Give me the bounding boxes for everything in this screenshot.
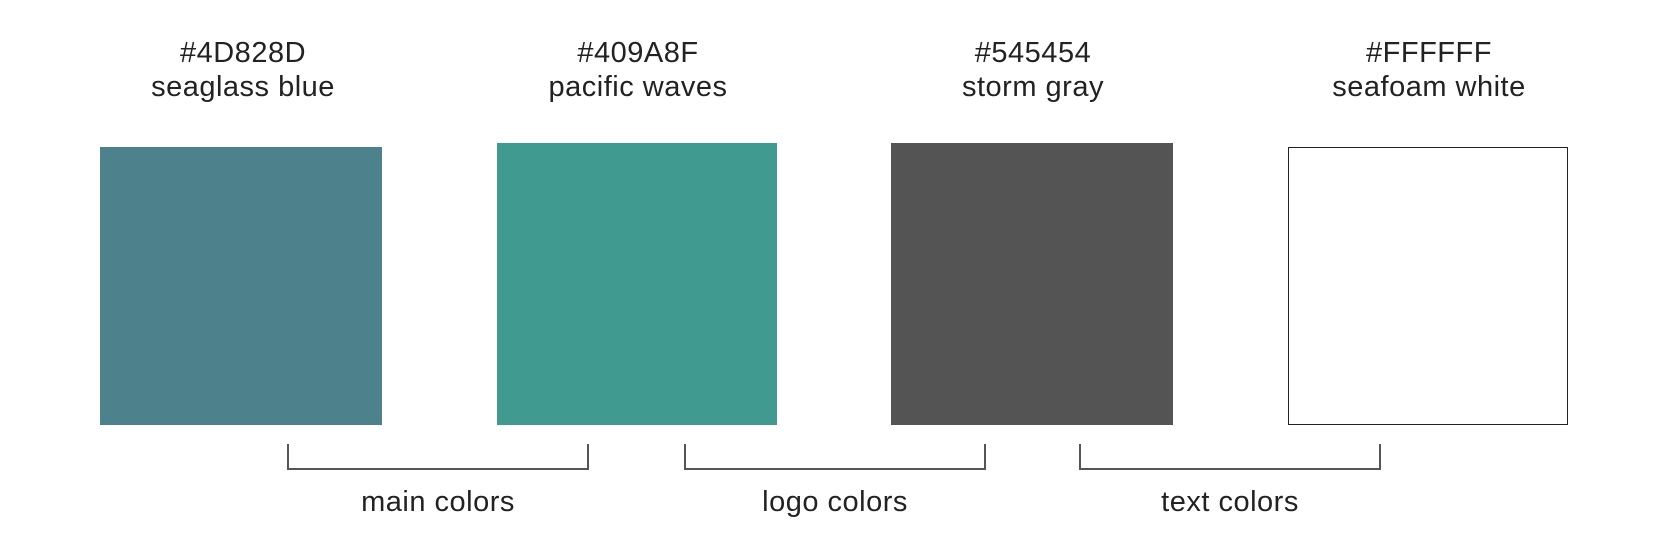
bracket-main-colors [287, 444, 589, 470]
swatch-name: seafoam white [1332, 71, 1526, 103]
swatch-label-3: #545454 storm gray [873, 36, 1193, 104]
swatch-name: seaglass blue [151, 71, 335, 103]
group-label-text-colors: text colors [1161, 486, 1299, 518]
swatch-name: storm gray [962, 71, 1104, 103]
bracket-logo-colors [684, 444, 986, 470]
color-swatch-pacific-waves [497, 143, 777, 425]
swatch-label-4: #FFFFFF seafoam white [1269, 36, 1589, 104]
color-swatch-seaglass-blue [100, 147, 382, 425]
swatch-hex: #545454 [974, 37, 1092, 69]
swatch-name: pacific waves [548, 71, 728, 103]
swatch-label-2: #409A8F pacific waves [478, 36, 798, 104]
group-label-main-colors: main colors [361, 486, 515, 518]
swatch-hex: #4D828D [179, 37, 307, 69]
swatch-hex: #409A8F [577, 37, 699, 69]
swatch-label-1: #4D828D seaglass blue [83, 36, 403, 104]
color-swatch-storm-gray [891, 143, 1173, 425]
group-label-logo-colors: logo colors [762, 486, 908, 518]
swatch-hex: #FFFFFF [1366, 37, 1492, 69]
color-swatch-seafoam-white [1288, 147, 1568, 425]
bracket-text-colors [1079, 444, 1381, 470]
